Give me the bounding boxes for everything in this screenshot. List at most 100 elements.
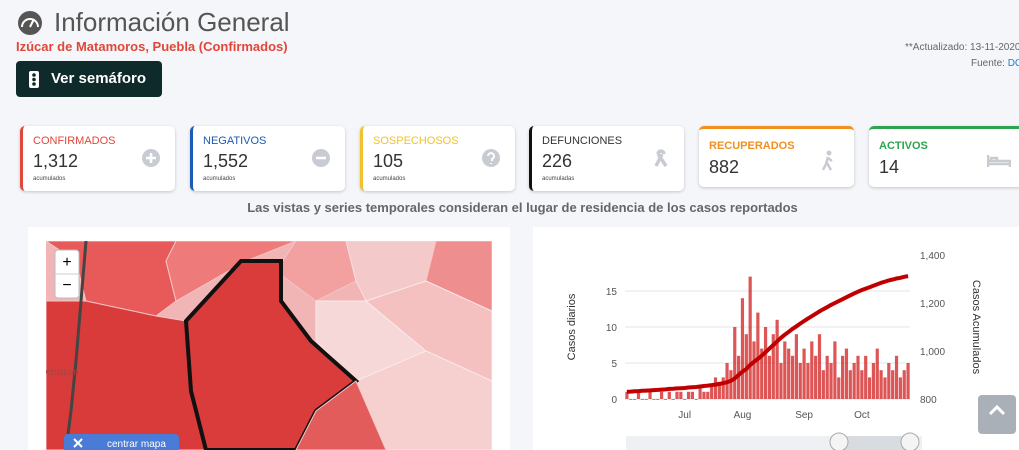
center-label[interactable]: centrar mapa bbox=[107, 439, 166, 450]
bar bbox=[887, 363, 891, 399]
card-icon bbox=[312, 149, 330, 167]
card-value: 105 bbox=[373, 151, 404, 171]
bar bbox=[894, 355, 899, 399]
updated: **Actualizado: 13-11-2020 bbox=[880, 42, 1019, 53]
card-icon bbox=[987, 155, 1011, 167]
bar bbox=[783, 341, 787, 399]
bar bbox=[779, 363, 783, 399]
y2-axis-title: Casos Acumulados bbox=[970, 280, 982, 375]
bar bbox=[690, 391, 694, 399]
bar bbox=[625, 391, 629, 399]
card-sub: acumuladas bbox=[542, 176, 575, 182]
stat-card: NEGATIVOS 1,552 acumulados bbox=[190, 126, 345, 191]
navigator-handle[interactable] bbox=[900, 432, 920, 450]
bar bbox=[883, 377, 887, 399]
bar bbox=[852, 363, 856, 399]
semaforo-button[interactable]: Ver semáforo bbox=[16, 61, 162, 97]
icon-shape bbox=[654, 149, 668, 167]
zoom-in[interactable]: + bbox=[62, 254, 71, 271]
bar bbox=[814, 355, 818, 399]
y2-tick-label: 1,000 bbox=[920, 347, 945, 358]
map-place: Ochiapan bbox=[46, 367, 79, 377]
note: Las vistas y series temporales considera… bbox=[247, 200, 798, 215]
bar bbox=[667, 391, 671, 399]
bar bbox=[698, 384, 702, 399]
bar bbox=[717, 384, 721, 399]
bar bbox=[633, 399, 637, 400]
stat-card: CONFIRMADOS 1,312 acumulados bbox=[20, 126, 175, 191]
y2-tick-label: 1,200 bbox=[920, 299, 945, 310]
card-value: 1,312 bbox=[33, 151, 79, 171]
bar bbox=[844, 348, 849, 399]
bar bbox=[837, 377, 841, 399]
bar bbox=[864, 355, 868, 399]
card-icon bbox=[142, 149, 160, 167]
bar bbox=[817, 334, 822, 399]
bar bbox=[867, 377, 872, 399]
card-label: CONFIRMADOS bbox=[33, 135, 116, 147]
bar bbox=[775, 319, 779, 399]
bar bbox=[702, 391, 706, 399]
bar bbox=[640, 399, 644, 400]
bar bbox=[683, 399, 687, 400]
icon-shape bbox=[821, 156, 833, 171]
bar bbox=[767, 355, 772, 399]
navigator-handle[interactable] bbox=[829, 432, 849, 450]
page-title: Información General bbox=[54, 7, 290, 37]
card-value: 226 bbox=[542, 151, 573, 171]
y-tick-label: 15 bbox=[606, 287, 618, 298]
card-value: 14 bbox=[879, 157, 900, 177]
bar bbox=[721, 377, 725, 399]
bar bbox=[875, 348, 879, 399]
bar bbox=[659, 391, 664, 399]
scroll-top[interactable] bbox=[978, 395, 1016, 434]
bar bbox=[756, 312, 760, 399]
source-label: Fuente: bbox=[971, 58, 1005, 69]
bar bbox=[748, 276, 752, 399]
bar bbox=[906, 363, 910, 399]
card-label: DEFUNCIONES bbox=[542, 135, 623, 147]
zoom-out[interactable]: − bbox=[62, 277, 71, 294]
card-label: ACTIVOS bbox=[879, 140, 928, 152]
y-tick-label: 0 bbox=[611, 395, 617, 406]
bar bbox=[806, 363, 810, 399]
bar bbox=[860, 370, 864, 399]
bar bbox=[648, 391, 652, 399]
bar bbox=[879, 370, 883, 399]
bar bbox=[710, 384, 714, 399]
bar bbox=[740, 298, 745, 399]
bar bbox=[675, 391, 679, 399]
card-label: SOSPECHOSOS bbox=[373, 135, 459, 147]
bar bbox=[713, 377, 718, 399]
bar bbox=[729, 370, 733, 399]
navigator-range[interactable] bbox=[836, 436, 912, 450]
card-value: 1,552 bbox=[203, 151, 249, 171]
bar bbox=[794, 334, 798, 399]
bar bbox=[810, 341, 814, 399]
x-tick-label: Aug bbox=[734, 410, 752, 421]
card-sub: acumulados bbox=[203, 176, 236, 182]
bar bbox=[833, 341, 837, 399]
bar bbox=[787, 348, 791, 399]
map[interactable]: Ochiapan + − centrar mapa bbox=[46, 241, 492, 450]
dashboard-icon bbox=[18, 11, 42, 35]
x-tick-label: Oct bbox=[854, 410, 870, 421]
card-icon bbox=[654, 149, 668, 167]
bar bbox=[902, 370, 906, 399]
bar bbox=[825, 355, 829, 399]
source-link[interactable]: DGE bbox=[1007, 58, 1019, 69]
bar bbox=[760, 348, 764, 399]
source: Fuente: DGE bbox=[971, 58, 1019, 69]
icon-shape bbox=[987, 155, 1011, 167]
bar bbox=[629, 399, 633, 400]
x-tick-label: Jul bbox=[678, 410, 691, 421]
y-tick-label: 10 bbox=[606, 323, 618, 334]
bar bbox=[636, 391, 641, 399]
bar bbox=[656, 399, 660, 400]
center-button[interactable] bbox=[64, 434, 179, 450]
card-label: NEGATIVOS bbox=[203, 135, 267, 147]
bar bbox=[663, 399, 668, 400]
bar bbox=[871, 363, 876, 399]
